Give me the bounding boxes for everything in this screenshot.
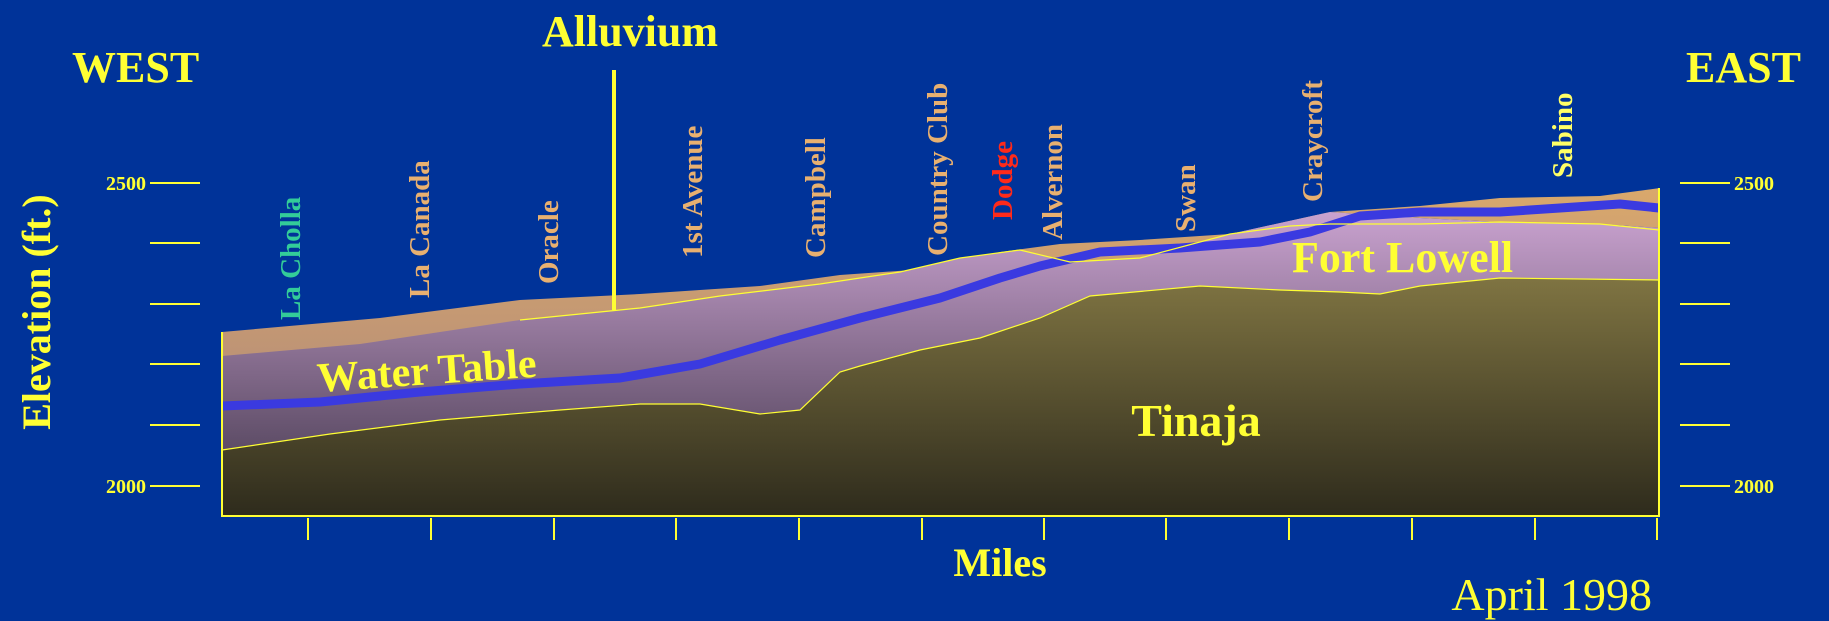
street-label-la-cholla: La Cholla xyxy=(275,196,307,320)
water-table-line xyxy=(221,199,1660,411)
x-axis-label: Miles xyxy=(953,540,1046,585)
y-tick-2000-left: 2000 xyxy=(106,476,146,498)
street-label-craycroft: Craycroft xyxy=(1297,80,1329,202)
street-label-1st-avenue: 1st Avenue xyxy=(677,125,709,258)
fort-lowell-layer xyxy=(222,212,1659,450)
left-elevation-ticks xyxy=(150,182,200,487)
street-label-la-canada: La Canada xyxy=(404,160,436,298)
alluvium-label: Alluvium xyxy=(542,7,718,56)
street-label-alvernon: Alvernon xyxy=(1037,124,1069,240)
heading-east: EAST xyxy=(1686,43,1801,92)
date-label: April 1998 xyxy=(1451,569,1652,620)
section-frame xyxy=(221,188,1660,517)
street-label-sabino: Sabino xyxy=(1547,93,1579,178)
fort-lowell-label: Fort Lowell xyxy=(1292,233,1513,282)
street-label-swan: Swan xyxy=(1170,164,1202,232)
mile-ticks xyxy=(307,518,1658,540)
fort-lowell-base-line xyxy=(221,277,1660,451)
y-axis-label: Elevation (ft.) xyxy=(14,194,59,430)
alluvium-base-line xyxy=(519,221,1660,321)
y-tick-2500-right: 2500 xyxy=(1734,173,1774,195)
y-tick-2500-left: 2500 xyxy=(106,173,146,195)
street-label-country-club: Country Club xyxy=(922,83,954,256)
heading-west: WEST xyxy=(72,43,199,92)
tinaja-layer xyxy=(222,278,1659,516)
right-elevation-ticks xyxy=(1680,182,1730,487)
street-label-oracle: Oracle xyxy=(533,200,565,284)
street-label-dodge: Dodge xyxy=(987,141,1019,220)
y-tick-2000-right: 2000 xyxy=(1734,476,1774,498)
street-label-campbell: Campbell xyxy=(800,137,832,258)
tinaja-label: Tinaja xyxy=(1131,395,1261,446)
street-labels: La Cholla La Canada Oracle 1st Avenue Campbe… xyxy=(275,80,1579,320)
